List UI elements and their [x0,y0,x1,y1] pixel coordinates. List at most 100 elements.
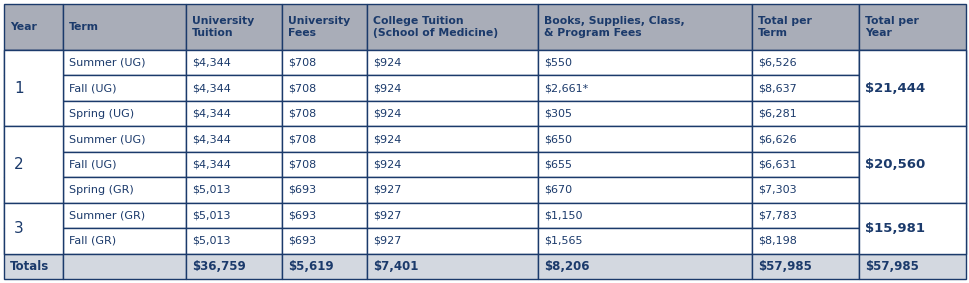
Bar [859,177,965,203]
Bar [859,203,965,228]
Bar [4,4,63,50]
Text: $1,565: $1,565 [544,236,582,246]
Text: $1,150: $1,150 [544,210,582,220]
Text: $924: $924 [373,160,401,170]
Bar [63,177,185,203]
Bar [859,50,965,126]
Text: Summer (UG): Summer (UG) [69,58,145,68]
Bar [367,203,538,228]
Bar [4,152,63,177]
Text: Fall (UG): Fall (UG) [69,83,116,93]
Text: $305: $305 [544,109,572,119]
Text: $15,981: $15,981 [864,222,924,235]
Bar [282,126,367,152]
Bar [538,203,751,228]
Text: $708: $708 [288,83,316,93]
Bar [859,203,965,254]
Bar [538,4,751,50]
Text: $5,013: $5,013 [192,185,230,195]
Text: $36,759: $36,759 [192,260,245,273]
Bar [538,126,751,152]
Bar [63,126,185,152]
Bar [751,228,859,254]
Bar [751,177,859,203]
Bar [185,101,282,126]
Text: Spring (UG): Spring (UG) [69,109,134,119]
Bar [859,254,965,279]
Bar [282,177,367,203]
Text: Fall (UG): Fall (UG) [69,160,116,170]
Bar [367,76,538,101]
Bar [859,101,965,126]
Bar [859,126,965,203]
Text: $4,344: $4,344 [192,58,231,68]
Text: $927: $927 [373,185,401,195]
Text: Year: Year [10,22,37,32]
Bar [4,254,63,279]
Bar [859,126,965,152]
Bar [63,254,185,279]
Bar [367,254,538,279]
Text: $4,344: $4,344 [192,160,231,170]
Bar [185,203,282,228]
Text: $7,303: $7,303 [758,185,796,195]
Text: Summer (UG): Summer (UG) [69,134,145,144]
Bar [185,177,282,203]
Bar [751,152,859,177]
Bar [367,101,538,126]
Bar [185,4,282,50]
Bar [63,203,185,228]
Bar [63,152,185,177]
Text: $708: $708 [288,58,316,68]
Text: $7,401: $7,401 [373,260,419,273]
Text: $7,783: $7,783 [758,210,797,220]
Bar [185,50,282,76]
Text: Spring (GR): Spring (GR) [69,185,134,195]
Bar [751,4,859,50]
Bar [185,76,282,101]
Bar [751,76,859,101]
Text: $708: $708 [288,109,316,119]
Bar [859,4,965,50]
Bar [4,203,63,254]
Text: $5,013: $5,013 [192,210,230,220]
Text: 2: 2 [14,157,23,172]
Bar [751,101,859,126]
Text: University
Tuition: University Tuition [192,16,254,38]
Bar [538,152,751,177]
Text: $650: $650 [544,134,572,144]
Text: University
Fees: University Fees [288,16,350,38]
Bar [282,228,367,254]
Bar [282,76,367,101]
Bar [4,177,63,203]
Bar [751,50,859,76]
Bar [282,50,367,76]
Bar [859,50,965,76]
Text: Total per
Year: Total per Year [864,16,918,38]
Text: $2,661*: $2,661* [544,83,588,93]
Text: $57,985: $57,985 [864,260,918,273]
Text: Term: Term [69,22,99,32]
Text: $57,985: $57,985 [758,260,811,273]
Bar [282,152,367,177]
Bar [751,126,859,152]
Text: $708: $708 [288,160,316,170]
Text: $5,013: $5,013 [192,236,230,246]
Text: $5,619: $5,619 [288,260,333,273]
Text: $924: $924 [373,58,401,68]
Text: $4,344: $4,344 [192,134,231,144]
Text: $927: $927 [373,210,401,220]
Text: $4,344: $4,344 [192,83,231,93]
Text: $21,444: $21,444 [864,82,924,95]
Bar [185,126,282,152]
Bar [63,101,185,126]
Bar [367,4,538,50]
Text: $6,631: $6,631 [758,160,796,170]
Text: Summer (GR): Summer (GR) [69,210,144,220]
Text: 3: 3 [14,221,23,236]
Bar [63,76,185,101]
Bar [538,254,751,279]
Text: $670: $670 [544,185,572,195]
Bar [4,203,63,228]
Bar [538,50,751,76]
